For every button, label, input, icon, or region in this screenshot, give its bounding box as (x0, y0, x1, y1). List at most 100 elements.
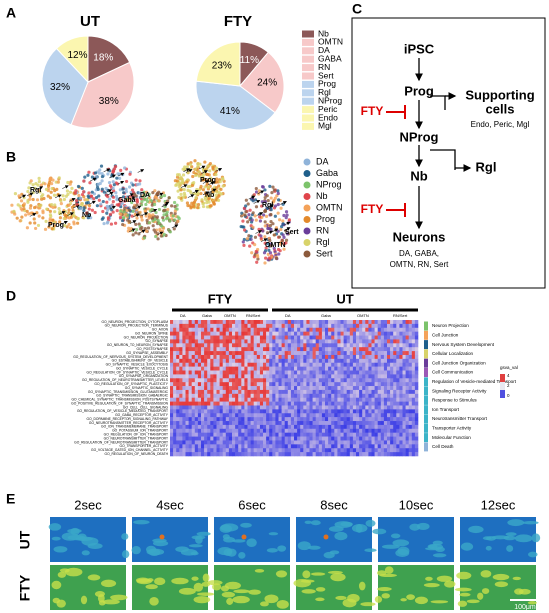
heatmap-cell (383, 323, 388, 329)
heatmap-cell (179, 393, 183, 399)
heatmap-cell (328, 351, 332, 356)
umap-cell (276, 189, 280, 193)
umap-cell (63, 223, 67, 228)
heatmap-cell (284, 386, 289, 391)
panel-label: E (6, 491, 15, 507)
heatmap-cell (232, 428, 236, 433)
heatmap-cell (290, 409, 295, 414)
heatmap-cell (228, 401, 233, 406)
heatmap-cell (349, 335, 354, 340)
heatmap-cell (170, 448, 174, 453)
heatmap-cell (380, 386, 385, 391)
heatmap-cell (213, 343, 217, 348)
umap-cell (181, 173, 186, 177)
heatmap-cell (210, 452, 214, 457)
heatmap-cell (346, 448, 351, 453)
heatmap-cell (328, 428, 332, 433)
heatmap-cell (362, 393, 366, 399)
heatmap-cell (340, 374, 344, 379)
heatmap-cell (173, 374, 177, 379)
heatmap-cell (238, 424, 242, 430)
heatmap-cell (362, 347, 366, 352)
heatmap-cell (346, 331, 351, 336)
heatmap-cell (331, 417, 335, 422)
heatmap-cell (343, 339, 347, 344)
heatmap-cell (405, 401, 409, 406)
heatmap-cell (387, 409, 391, 414)
heatmap-cell (294, 358, 298, 364)
heatmap-cell (359, 351, 363, 356)
umap-cell (37, 180, 41, 184)
heatmap-cell (383, 343, 388, 348)
heatmap-cell (176, 401, 180, 406)
heatmap-cell (176, 323, 180, 329)
heatmap-cell (263, 389, 267, 395)
heatmap-cell (269, 386, 273, 391)
heatmap-cell (312, 413, 316, 418)
velocity-arrow (183, 168, 190, 172)
heatmap-cell (266, 358, 270, 364)
heatmap-cell (396, 424, 400, 430)
heatmap-cell (349, 358, 354, 364)
umap-cell (124, 212, 128, 216)
heatmap-cell (266, 362, 270, 367)
heatmap-cell (197, 354, 202, 360)
heatmap-cell (272, 393, 276, 399)
heatmap-cell (287, 440, 292, 445)
umap-cell (108, 212, 113, 216)
heatmap-cell (207, 331, 211, 336)
umap-cell (241, 225, 245, 229)
heatmap-cell (380, 436, 385, 441)
heatmap-cell (241, 374, 245, 379)
heatmap-cell (213, 452, 217, 457)
heatmap-cell (225, 401, 230, 406)
heatmap-cell (241, 362, 245, 367)
heatmap-cell (263, 362, 267, 367)
heatmap-cell (377, 351, 382, 356)
heatmap-cell (315, 444, 320, 449)
heatmap-cell (182, 374, 186, 379)
umap-cell (74, 199, 79, 203)
umap-cell (214, 166, 219, 170)
heatmap-cell (325, 370, 329, 375)
heatmap-cell (309, 347, 313, 352)
heatmap-cell (331, 448, 335, 453)
heatmap-cell (365, 386, 369, 391)
heatmap-cell (244, 393, 248, 399)
heatmap-cell (197, 386, 202, 391)
heatmap-cell (204, 347, 208, 352)
heatmap-cell (197, 393, 202, 399)
umap-cell (37, 214, 41, 218)
umap-cell (168, 230, 172, 234)
umap-cell (177, 173, 181, 177)
heatmap-cell (179, 421, 183, 426)
umap-cell (127, 226, 131, 230)
heatmap-cell (374, 378, 378, 383)
heatmap-cell (390, 428, 394, 433)
heatmap-cell (405, 413, 409, 418)
heatmap-cell (294, 386, 298, 391)
heatmap-cell (197, 370, 202, 375)
heatmap-cell (173, 389, 177, 395)
heatmap-cell (402, 405, 406, 410)
heatmap-cell (411, 370, 416, 375)
heatmap-cell (253, 428, 258, 433)
heatmap-cell (383, 440, 388, 445)
image-signal (409, 523, 421, 531)
heatmap-cell (346, 401, 351, 406)
heatmap-cell (383, 417, 388, 422)
heatmap-cell (405, 339, 409, 344)
heatmap-cell (393, 417, 397, 422)
umap-cell (264, 256, 268, 260)
category-bar (424, 442, 428, 452)
umap-cell (52, 224, 56, 228)
heatmap-cell (411, 339, 416, 344)
heatmap-cell (340, 320, 344, 325)
umap-cell (282, 242, 287, 246)
image-signal (59, 568, 70, 573)
umap-cell (192, 170, 196, 175)
heatmap-cell (228, 320, 233, 325)
heatmap-cell (250, 421, 254, 426)
heatmap-cell (225, 320, 230, 325)
umap-cell (208, 176, 213, 180)
